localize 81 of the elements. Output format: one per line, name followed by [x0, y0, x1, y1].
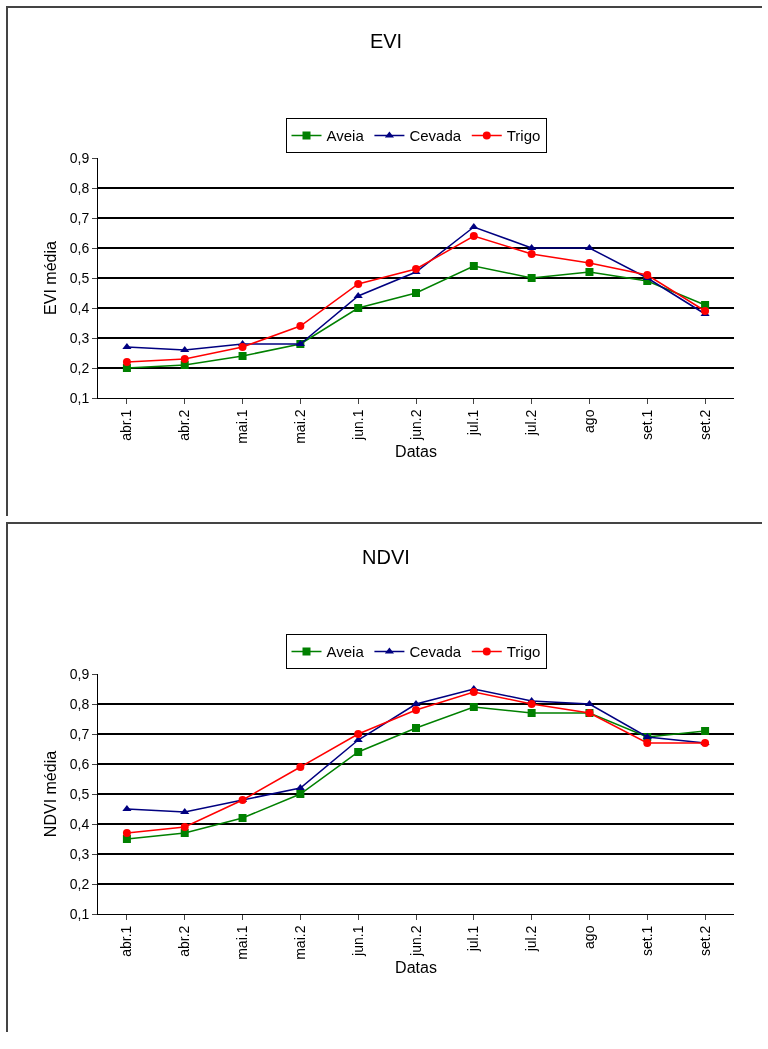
- y-tick-label: 0,6: [69, 755, 90, 772]
- x-tick-label: set.2: [696, 925, 713, 956]
- point: [469, 703, 478, 711]
- x-tick-label: jun.1: [349, 925, 366, 957]
- y-tick-label: 0,1: [69, 389, 90, 406]
- x-tick-label: ago: [581, 409, 597, 433]
- x-tick-label: mai.2: [291, 925, 308, 960]
- point: [585, 259, 594, 267]
- x-tick-label: mai.2: [291, 409, 308, 444]
- x-tick-label: ago: [581, 925, 597, 949]
- point: [469, 262, 478, 270]
- x-tick-label: jul.2: [523, 925, 540, 953]
- y-tick-label: 0,4: [69, 815, 90, 832]
- y-tick-label: 0,9: [69, 149, 90, 166]
- x-tick-label: abr.2: [176, 925, 193, 957]
- point: [527, 709, 536, 717]
- legend-label: Trigo: [506, 643, 541, 661]
- point: [180, 823, 189, 831]
- y-tick-label: 0,6: [69, 239, 90, 256]
- point: [238, 352, 247, 360]
- legend-label: Trigo: [506, 127, 541, 145]
- point: [238, 343, 247, 351]
- x-tick-label: set.1: [638, 409, 655, 440]
- x-tick-label: jul.1: [465, 925, 482, 953]
- y-tick-label: 0,7: [69, 209, 90, 226]
- point: [122, 358, 131, 366]
- point: [296, 322, 305, 330]
- point: [412, 706, 420, 714]
- point: [527, 274, 536, 282]
- y-tick-label: 0,5: [69, 785, 90, 802]
- x-tick-label: jun.1: [349, 409, 366, 441]
- y-tick-label: 0,7: [69, 725, 90, 742]
- y-tick-label: 0,2: [69, 359, 90, 376]
- y-tick-label: 0,3: [69, 845, 90, 862]
- point: [527, 250, 536, 258]
- point: [412, 289, 420, 297]
- chart-title: NDVI: [362, 545, 410, 568]
- point: [354, 730, 363, 738]
- x-tick-label: abr.1: [118, 925, 135, 957]
- legend-label: Cevada: [409, 643, 462, 661]
- x-axis-title: Datas: [395, 958, 437, 976]
- legend-label: Aveia: [326, 643, 365, 661]
- x-tick-label: abr.1: [118, 409, 135, 441]
- y-tick-label: 0,2: [69, 875, 90, 892]
- point: [412, 724, 420, 732]
- point: [296, 763, 305, 771]
- point: [354, 748, 363, 756]
- y-tick-label: 0,1: [69, 905, 90, 922]
- x-tick-label: set.1: [638, 925, 655, 956]
- x-tick-label: jun.2: [407, 409, 424, 441]
- point: [643, 739, 652, 747]
- y-tick-label: 0,9: [69, 665, 90, 682]
- y-tick-label: 0,8: [69, 179, 90, 196]
- point: [238, 814, 247, 822]
- x-tick-label: jul.1: [465, 409, 482, 437]
- point: [527, 700, 536, 708]
- point: [354, 304, 363, 312]
- y-axis-title: NDVI média: [42, 750, 59, 838]
- legend-label: Aveia: [326, 127, 365, 145]
- point: [354, 280, 363, 288]
- point: [585, 268, 594, 276]
- point: [469, 232, 478, 240]
- y-tick-label: 0,8: [69, 695, 90, 712]
- chart-title: EVI: [369, 29, 403, 52]
- y-tick-label: 0,3: [69, 329, 90, 346]
- x-axis-title: Datas: [395, 442, 437, 460]
- x-tick-label: jul.2: [523, 409, 540, 437]
- legend-label: Cevada: [409, 127, 462, 145]
- x-tick-label: mai.1: [234, 925, 251, 960]
- x-tick-label: abr.2: [176, 409, 193, 441]
- point: [180, 355, 189, 363]
- x-tick-label: mai.1: [234, 409, 251, 444]
- y-axis-title: EVI média: [42, 240, 59, 315]
- y-tick-label: 0,4: [69, 299, 90, 316]
- point: [122, 829, 131, 837]
- x-tick-label: jun.2: [407, 925, 424, 957]
- point: [469, 688, 478, 696]
- point: [296, 790, 305, 798]
- x-tick-label: set.2: [696, 409, 713, 440]
- point: [701, 727, 710, 735]
- y-tick-label: 0,5: [69, 269, 90, 286]
